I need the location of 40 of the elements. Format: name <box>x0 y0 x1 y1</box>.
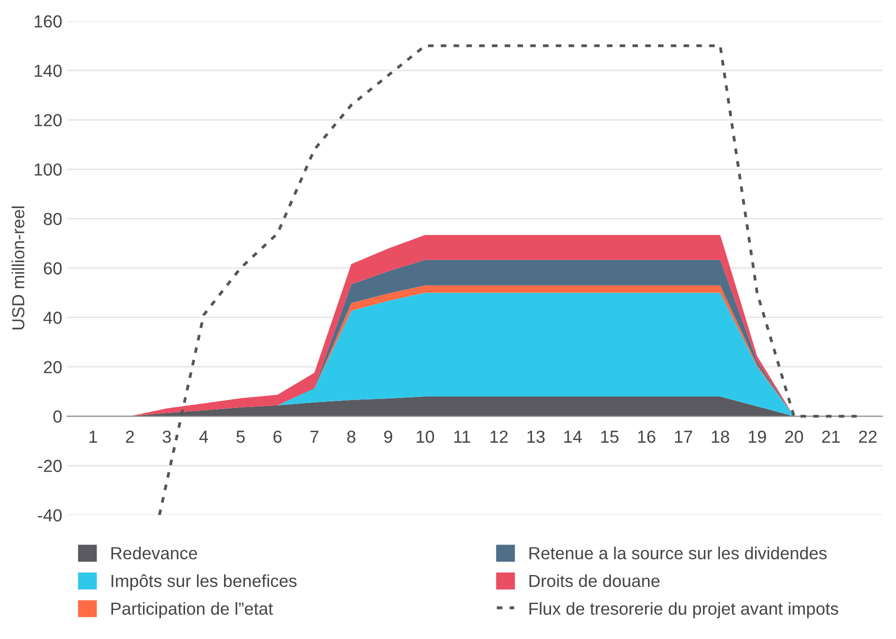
x-tick-label: 2 <box>126 430 134 443</box>
x-tick-label: 15 <box>601 430 618 443</box>
x-tick-label: 8 <box>347 430 356 443</box>
y-tick-label: -20 <box>38 460 62 472</box>
y-tick-label: 60 <box>44 262 62 275</box>
y-tick-label: 120 <box>34 114 62 126</box>
x-tick-label: 18 <box>712 430 730 443</box>
x-tick-label: 10 <box>416 430 434 443</box>
x-tick-label: 13 <box>527 430 545 443</box>
x-tick-label: 14 <box>564 430 582 443</box>
legend-label: Impôts sur les benefices <box>112 574 297 591</box>
legend-label: Droits de douane <box>530 574 660 588</box>
x-tick-label: 19 <box>748 430 766 443</box>
x-tick-label: 16 <box>638 430 656 443</box>
x-tick-label: 4 <box>199 430 208 443</box>
y-tick-label: 80 <box>44 212 62 226</box>
x-tick-label: 11 <box>454 430 470 443</box>
y-axis-title: USD million-reel <box>12 206 24 330</box>
x-tick-label: 9 <box>384 430 392 443</box>
legend-label: Participation de l”etat <box>111 602 273 618</box>
y-tick-label: 40 <box>43 312 62 324</box>
y-tick-label: 20 <box>44 361 62 374</box>
y-tick-label: -40 <box>38 509 62 522</box>
y-tick-label: 140 <box>34 64 62 77</box>
y-tick-label: 160 <box>34 15 62 28</box>
legend-label: Flux de tresorerie du projet avant impots <box>530 602 838 618</box>
y-tick-label: 100 <box>34 163 62 176</box>
x-tick-label: 21 <box>822 430 840 443</box>
legend-label: Redevance <box>111 546 198 560</box>
x-tick-label: 22 <box>859 430 877 443</box>
legend-label: Retenue a la source sur les dividendes <box>530 546 827 560</box>
x-tick-label: 7 <box>310 430 318 443</box>
x-tick-label: 5 <box>236 430 245 443</box>
x-tick-label: 12 <box>490 430 508 443</box>
y-tick-label: 0 <box>53 410 62 423</box>
x-tick-label: 1 <box>90 430 98 443</box>
x-tick-label: 6 <box>274 430 282 443</box>
x-tick-label: 20 <box>785 430 803 443</box>
x-tick-label: 17 <box>675 430 692 443</box>
x-tick-label: 3 <box>162 430 171 443</box>
